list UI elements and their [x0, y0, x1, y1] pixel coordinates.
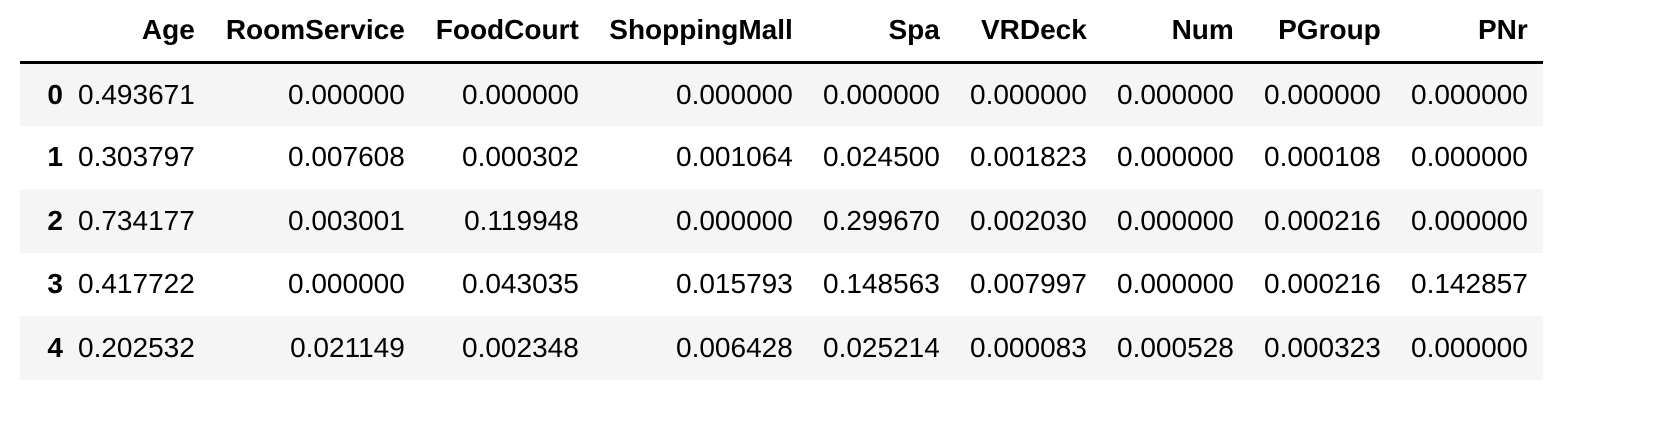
dataframe-output: Age RoomService FoodCourt ShoppingMall S…	[20, 0, 1543, 380]
cell-vrdeck: 0.001823	[970, 141, 1087, 173]
cell-num: 0.000000	[1117, 204, 1234, 236]
cell-age: 0.493671	[78, 78, 195, 110]
cell-pgroup: 0.000323	[1264, 331, 1381, 363]
cell-age: 0.202532	[78, 331, 195, 363]
cell-foodcourt: 0.000302	[462, 141, 579, 173]
row-index: 2	[47, 204, 63, 236]
table-body: 0 0.493671 0.000000 0.000000 0.000000 0.…	[20, 62, 1543, 380]
table-header: Age RoomService FoodCourt ShoppingMall S…	[20, 0, 1543, 64]
cell-roomservice: 0.000000	[288, 78, 405, 110]
cell-age: 0.417722	[78, 268, 195, 300]
column-header-spa: Spa	[807, 0, 955, 64]
column-header-roomservice: RoomService	[209, 0, 420, 64]
column-header-vrdeck: VRDeck	[954, 0, 1102, 64]
cell-num: 0.000000	[1117, 268, 1234, 300]
cell-num: 0.000000	[1117, 78, 1234, 110]
table-row: 4 0.202532 0.021149 0.002348 0.006428 0.…	[20, 316, 1543, 380]
cell-spa: 0.025214	[823, 331, 940, 363]
cell-age: 0.303797	[78, 141, 195, 173]
column-header-shoppingmall: ShoppingMall	[593, 0, 808, 64]
cell-foodcourt: 0.119948	[464, 204, 579, 236]
cell-vrdeck: 0.002030	[970, 204, 1087, 236]
column-header-age: Age	[78, 0, 210, 64]
table-row: 3 0.417722 0.000000 0.043035 0.015793 0.…	[20, 253, 1543, 317]
cell-roomservice: 0.003001	[288, 204, 405, 236]
cell-shoppingmall: 0.001064	[676, 141, 793, 173]
table-row: 1 0.303797 0.007608 0.000302 0.001064 0.…	[20, 126, 1543, 190]
cell-num: 0.000000	[1117, 141, 1234, 173]
cell-shoppingmall: 0.000000	[676, 78, 793, 110]
cell-roomservice: 0.000000	[288, 268, 405, 300]
cell-spa: 0.000000	[823, 78, 940, 110]
row-index: 4	[47, 331, 63, 363]
cell-roomservice: 0.007608	[288, 141, 405, 173]
cell-spa: 0.299670	[823, 204, 940, 236]
cell-pnr: 0.000000	[1411, 204, 1528, 236]
cell-vrdeck: 0.000000	[970, 78, 1087, 110]
table-row: 2 0.734177 0.003001 0.119948 0.000000 0.…	[20, 189, 1543, 253]
cell-foodcourt: 0.000000	[462, 78, 579, 110]
row-index: 1	[47, 141, 63, 173]
cell-pnr: 0.000000	[1411, 331, 1528, 363]
cell-shoppingmall: 0.006428	[676, 331, 793, 363]
cell-spa: 0.024500	[823, 141, 940, 173]
cell-vrdeck: 0.007997	[970, 268, 1087, 300]
cell-num: 0.000528	[1117, 331, 1234, 363]
cell-pnr: 0.000000	[1411, 78, 1528, 110]
table-row: 0 0.493671 0.000000 0.000000 0.000000 0.…	[20, 62, 1543, 126]
cell-pgroup: 0.000216	[1264, 268, 1381, 300]
cell-pnr: 0.142857	[1411, 268, 1528, 300]
cell-pgroup: 0.000000	[1264, 78, 1381, 110]
index-header	[20, 0, 78, 64]
cell-vrdeck: 0.000083	[970, 331, 1087, 363]
cell-age: 0.734177	[78, 204, 195, 236]
column-header-pnr: PNr	[1395, 0, 1543, 64]
cell-foodcourt: 0.043035	[462, 268, 579, 300]
column-header-foodcourt: FoodCourt	[419, 0, 594, 64]
cell-shoppingmall: 0.000000	[676, 204, 793, 236]
column-header-pgroup: PGroup	[1248, 0, 1396, 64]
cell-shoppingmall: 0.015793	[676, 268, 793, 300]
cell-pnr: 0.000000	[1411, 141, 1528, 173]
row-index: 0	[47, 78, 63, 110]
cell-foodcourt: 0.002348	[462, 331, 579, 363]
cell-pgroup: 0.000216	[1264, 204, 1381, 236]
dataframe-table: Age RoomService FoodCourt ShoppingMall S…	[20, 0, 1543, 380]
header-row: Age RoomService FoodCourt ShoppingMall S…	[20, 0, 1543, 64]
cell-roomservice: 0.021149	[290, 331, 405, 363]
cell-spa: 0.148563	[823, 268, 940, 300]
row-index: 3	[47, 268, 63, 300]
cell-pgroup: 0.000108	[1264, 141, 1381, 173]
column-header-num: Num	[1101, 0, 1249, 64]
